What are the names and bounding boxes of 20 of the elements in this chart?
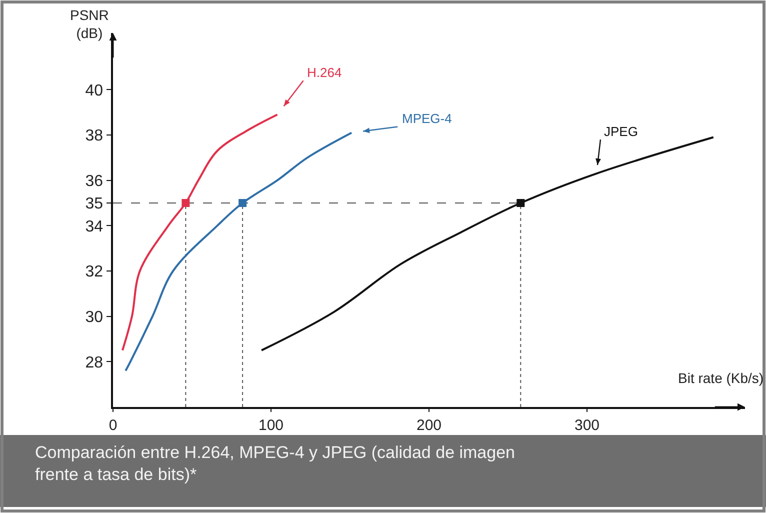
x-tick-label: 100 bbox=[258, 416, 284, 434]
x-tick-label: 200 bbox=[416, 416, 442, 434]
series-label: JPEG bbox=[604, 124, 638, 139]
y-tick-label: 38 bbox=[85, 128, 104, 145]
x-tick-label: 0 bbox=[108, 416, 118, 434]
line-series bbox=[121, 114, 278, 352]
y-tick-label: 36 bbox=[85, 172, 104, 190]
x-tick-label: 300 bbox=[574, 416, 600, 434]
y-tick-label: 30 bbox=[85, 308, 104, 326]
text: Comparación entre H.264, MPEG-4 y JPEG (calidad de imagen frente a tasa de bits)* bbox=[35, 443, 516, 484]
y-tick-label: 32 bbox=[85, 264, 104, 281]
y-tick-label: 40 bbox=[85, 82, 104, 100]
line-series bbox=[124, 132, 353, 372]
text: MPEG-4 bbox=[402, 111, 452, 126]
text: H.264 bbox=[307, 65, 342, 80]
y-axis-title: PSNR (dB) bbox=[70, 7, 109, 42]
y-tick-label: 35 bbox=[85, 196, 104, 213]
y-tick-label: 28 bbox=[85, 354, 104, 372]
y-tick-label: 34 bbox=[85, 218, 104, 236]
line-series bbox=[260, 136, 714, 352]
